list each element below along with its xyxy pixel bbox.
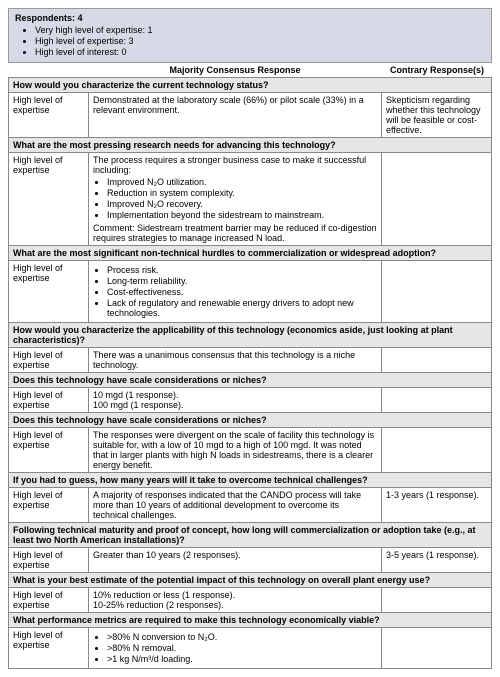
question-cell: What is your best estimate of the potent… xyxy=(9,573,492,588)
expertise-cell: High level of expertise xyxy=(9,388,89,413)
col-header-contrary: Contrary Response(s) xyxy=(382,65,492,75)
response-list-item: Long-term reliability. xyxy=(107,276,377,286)
contrary-response-cell xyxy=(381,628,491,669)
majority-response-cell: Greater than 10 years (2 responses). xyxy=(89,548,382,573)
question-cell: What are the most pressing research need… xyxy=(9,138,492,153)
expertise-breakdown: Very high level of expertise: 1 High lev… xyxy=(27,25,485,57)
expertise-cell: High level of expertise xyxy=(9,261,89,323)
col-header-majority: Majority Consensus Response xyxy=(88,65,382,75)
question-cell: What performance metrics are required to… xyxy=(9,613,492,628)
majority-response-cell: Process risk.Long-term reliability.Cost-… xyxy=(89,261,382,323)
contrary-response-cell xyxy=(381,588,491,613)
contrary-response-cell xyxy=(381,388,491,413)
expertise-level-item: High level of interest: 0 xyxy=(35,47,485,57)
response-list-item: Cost-effectiveness. xyxy=(107,287,377,297)
response-list-item: >80% N conversion to N₂O. xyxy=(107,632,377,642)
expertise-cell: High level of expertise xyxy=(9,588,89,613)
response-list-item: Process risk. xyxy=(107,265,377,275)
question-cell: How would you characterize the applicabi… xyxy=(9,323,492,348)
expertise-level-item: High level of expertise: 3 xyxy=(35,36,485,46)
response-list-item: Implementation beyond the sidestream to … xyxy=(107,210,377,220)
majority-response-cell: A majority of responses indicated that t… xyxy=(89,488,382,523)
contrary-response-cell: 1-3 years (1 response). xyxy=(381,488,491,523)
expertise-cell: High level of expertise xyxy=(9,428,89,473)
response-list-item: Reduction in system complexity. xyxy=(107,188,377,198)
expertise-cell: High level of expertise xyxy=(9,548,89,573)
contrary-response-cell xyxy=(381,348,491,373)
respondent-summary: Respondents: 4 Very high level of expert… xyxy=(8,8,492,63)
response-list-item: >1 kg N/m³/d loading. xyxy=(107,654,377,664)
contrary-response-cell xyxy=(381,428,491,473)
expertise-cell: High level of expertise xyxy=(9,628,89,669)
respondents-count: Respondents: 4 xyxy=(15,13,485,23)
question-cell: Following technical maturity and proof o… xyxy=(9,523,492,548)
expertise-level-item: Very high level of expertise: 1 xyxy=(35,25,485,35)
majority-response-cell: 10% reduction or less (1 response).10-25… xyxy=(89,588,382,613)
contrary-response-cell xyxy=(381,261,491,323)
response-list-item: Lack of regulatory and renewable energy … xyxy=(107,298,377,318)
majority-response-cell: The process requires a stronger business… xyxy=(89,153,382,246)
col-header-expertise xyxy=(8,65,88,75)
response-list-item: Improved N₂O utilization. xyxy=(107,177,377,187)
majority-response-cell: >80% N conversion to N₂O.>80% N removal.… xyxy=(89,628,382,669)
question-cell: If you had to guess, how many years will… xyxy=(9,473,492,488)
expertise-cell: High level of expertise xyxy=(9,93,89,138)
contrary-response-cell: Skepticism regarding whether this techno… xyxy=(381,93,491,138)
expertise-cell: High level of expertise xyxy=(9,348,89,373)
contrary-response-cell xyxy=(381,153,491,246)
column-headers: Majority Consensus Response Contrary Res… xyxy=(8,63,492,77)
majority-response-cell: 10 mgd (1 response).100 mgd (1 response)… xyxy=(89,388,382,413)
response-list-item: >80% N removal. xyxy=(107,643,377,653)
response-list-item: Improved N₂O recovery. xyxy=(107,199,377,209)
majority-response-cell: The responses were divergent on the scal… xyxy=(89,428,382,473)
majority-response-cell: Demonstrated at the laboratory scale (66… xyxy=(89,93,382,138)
question-cell: Does this technology have scale consider… xyxy=(9,373,492,388)
contrary-response-cell: 3-5 years (1 response). xyxy=(381,548,491,573)
results-table: How would you characterize the current t… xyxy=(8,77,492,669)
majority-response-cell: There was a unanimous consensus that thi… xyxy=(89,348,382,373)
expertise-cell: High level of expertise xyxy=(9,153,89,246)
question-cell: How would you characterize the current t… xyxy=(9,78,492,93)
question-cell: What are the most significant non-techni… xyxy=(9,246,492,261)
question-cell: Does this technology have scale consider… xyxy=(9,413,492,428)
expertise-cell: High level of expertise xyxy=(9,488,89,523)
